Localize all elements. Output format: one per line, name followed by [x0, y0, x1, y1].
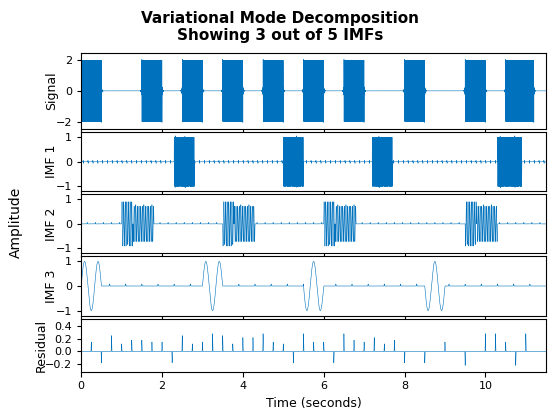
Text: Amplitude: Amplitude — [8, 187, 22, 258]
Y-axis label: Signal: Signal — [45, 71, 58, 110]
Y-axis label: IMF 1: IMF 1 — [45, 145, 58, 178]
X-axis label: Time (seconds): Time (seconds) — [266, 397, 361, 410]
Y-axis label: IMF 2: IMF 2 — [45, 207, 58, 241]
Text: Variational Mode Decomposition
Showing 3 out of 5 IMFs: Variational Mode Decomposition Showing 3… — [141, 10, 419, 43]
Y-axis label: IMF 3: IMF 3 — [45, 269, 58, 303]
Y-axis label: Residual: Residual — [34, 319, 48, 372]
